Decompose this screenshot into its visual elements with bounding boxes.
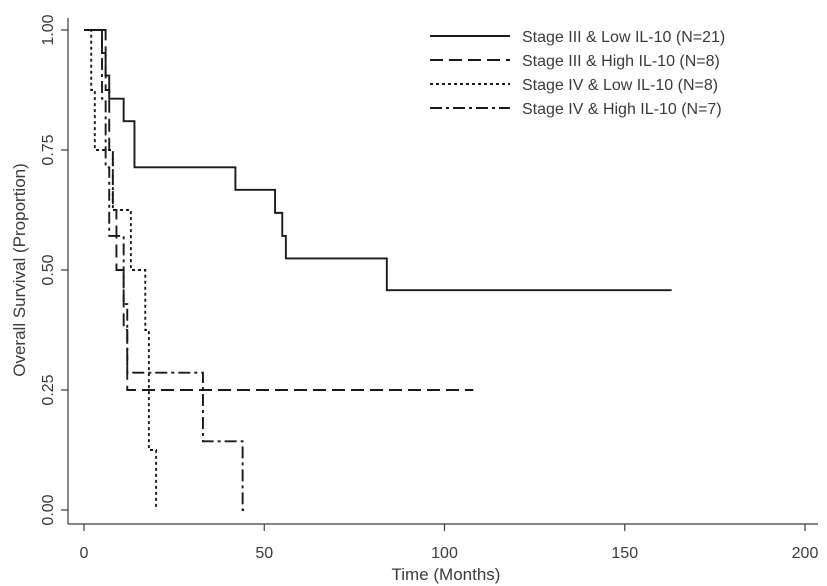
x-tick-label: 100 <box>431 545 458 562</box>
y-axis-title: Overall Survival (Proportion) <box>10 163 29 377</box>
x-tick-label: 0 <box>80 545 89 562</box>
x-tick-label: 50 <box>255 545 273 562</box>
y-tick-label: 0.00 <box>40 494 57 525</box>
series-group <box>84 29 672 511</box>
legend-label-2: Stage III & High IL-10 (N=8) <box>522 53 720 70</box>
legend: Stage III & Low IL-10 (N=21) Stage III & … <box>430 29 725 118</box>
x-tick-label: 200 <box>792 545 819 562</box>
series-line-4 <box>84 29 247 511</box>
series-line-2 <box>84 29 474 391</box>
y-tick-label: 0.75 <box>40 134 57 165</box>
y-tick-label: 1.00 <box>40 14 57 45</box>
series-line-3 <box>84 29 158 510</box>
x-axis-title: Time (Months) <box>392 565 501 584</box>
axes <box>67 18 818 525</box>
x-tick-label: 150 <box>611 545 638 562</box>
legend-label-4: Stage IV & High IL-10 (N=7) <box>522 101 722 118</box>
legend-label-3: Stage IV & Low IL-10 (N=8) <box>522 77 718 94</box>
legend-label-1: Stage III & Low IL-10 (N=21) <box>522 29 725 46</box>
ticks: 0 50 100 150 200 0.00 0.25 0.50 0.75 1.00 <box>40 14 818 562</box>
y-tick-label: 0.25 <box>40 374 57 405</box>
y-tick-label: 0.50 <box>40 254 57 285</box>
